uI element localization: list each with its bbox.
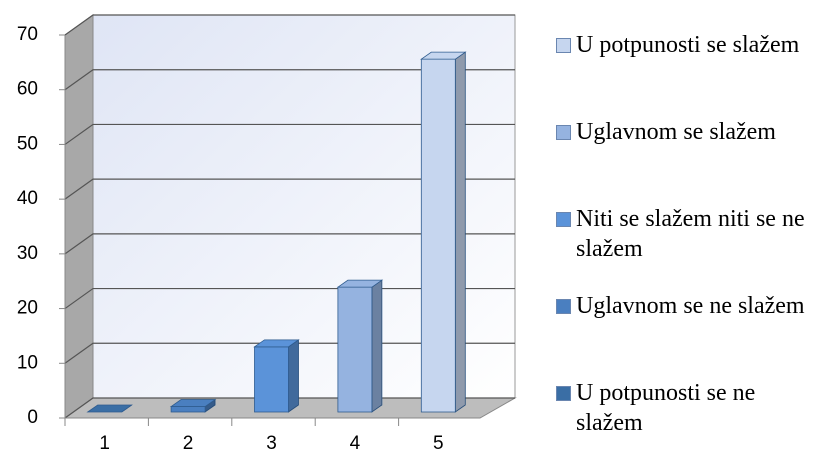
legend-label: U potpunosti se slažem xyxy=(576,32,800,58)
x-tick-label: 2 xyxy=(183,433,194,454)
grid-line xyxy=(64,14,515,36)
y-tick-label: 10 xyxy=(17,352,38,373)
y-tick-label: 40 xyxy=(17,188,38,209)
bar xyxy=(336,279,384,413)
grid-line xyxy=(64,123,515,145)
bar-top xyxy=(86,404,133,413)
bar-side-shade xyxy=(205,399,216,412)
legend-swatch xyxy=(556,386,571,401)
bar-side-shade xyxy=(371,280,382,412)
x-tick-label: 3 xyxy=(266,433,277,454)
legend-entry: Niti se slažem niti se ne slažem xyxy=(556,204,818,291)
legend-label: Niti se slažem niti se ne slažem xyxy=(576,206,805,262)
legend-swatch xyxy=(556,38,571,53)
y-tick-label: 50 xyxy=(17,133,38,154)
grid-line xyxy=(64,69,515,91)
y-tick-label: 0 xyxy=(27,407,38,428)
legend-swatch xyxy=(556,299,571,314)
grid-line xyxy=(64,233,515,255)
grid-line xyxy=(64,178,515,200)
bar-front xyxy=(337,286,373,413)
legend-entry: U potpunosti se slažem xyxy=(556,30,818,117)
y-tick-label: 70 xyxy=(17,24,38,45)
legend-entry: Uglavnom se slažem xyxy=(556,117,818,204)
bar-side-shade xyxy=(455,52,466,413)
bar-top xyxy=(169,399,217,407)
bar-top xyxy=(253,339,300,348)
bar xyxy=(253,339,300,413)
legend-entry: U potpunosti se ne slažem xyxy=(556,378,818,461)
bar xyxy=(86,404,133,413)
legend-swatch xyxy=(556,212,571,227)
legend: U potpunosti se slažem Uglavnom se slažem… xyxy=(556,30,818,461)
bar-top xyxy=(336,279,384,288)
bar-front xyxy=(420,58,456,413)
bar-front xyxy=(170,406,206,413)
bar-side-shade xyxy=(288,339,299,412)
y-tick-label: 60 xyxy=(17,79,38,100)
legend-swatch xyxy=(556,125,571,140)
bar xyxy=(420,51,467,413)
legend-label: U potpunosti se ne slažem xyxy=(576,380,756,436)
legend-label: Uglavnom se ne slažem xyxy=(576,293,805,319)
bar-top xyxy=(420,51,467,60)
legend-entry: Uglavnom se ne slažem xyxy=(556,291,818,378)
y-tick-label: 30 xyxy=(17,243,38,264)
side-wall xyxy=(64,14,94,419)
bar xyxy=(169,398,217,413)
x-tick-label: 5 xyxy=(433,433,444,454)
y-tick-label: 20 xyxy=(17,298,38,319)
bar-front xyxy=(254,346,289,413)
x-tick-label: 1 xyxy=(99,433,110,454)
legend-label: Uglavnom se slažem xyxy=(576,119,776,145)
x-tick-label: 4 xyxy=(350,433,361,454)
